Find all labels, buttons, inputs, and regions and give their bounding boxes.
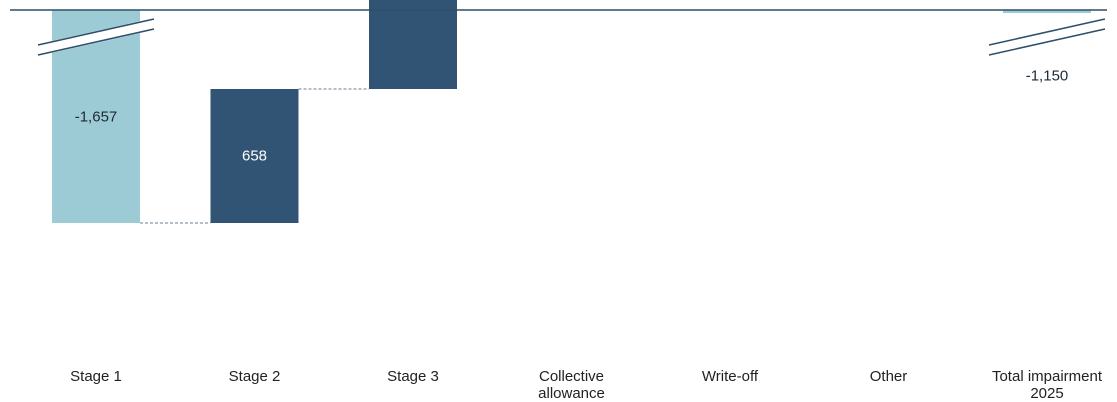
value-label: -1,657 — [75, 109, 118, 126]
category-label: Stage 1 — [70, 368, 122, 385]
bar-total-impairment-2025 — [1003, 10, 1091, 13]
category-label: Stage 3 — [387, 368, 439, 385]
category-label: 2025 — [1030, 385, 1063, 402]
value-label: 658 — [242, 148, 267, 165]
value-label: -1,150 — [1026, 68, 1069, 85]
axis-break-mark — [37, 28, 155, 56]
bar-stage-2 — [210, 89, 299, 223]
axis-break-mark — [37, 18, 155, 46]
axis-break-gap — [989, 18, 1105, 56]
axis-break-mark — [988, 18, 1106, 46]
category-label: allowance — [538, 385, 605, 402]
axis-break-gap — [38, 18, 154, 56]
category-label: Other — [870, 368, 908, 385]
bar-stage-3 — [369, 0, 457, 89]
category-label: Collective — [539, 368, 604, 385]
axis-break-mark — [988, 28, 1106, 56]
category-label: Stage 2 — [229, 368, 281, 385]
category-label: Total impairment — [992, 368, 1103, 385]
category-label: Write-off — [702, 368, 759, 385]
